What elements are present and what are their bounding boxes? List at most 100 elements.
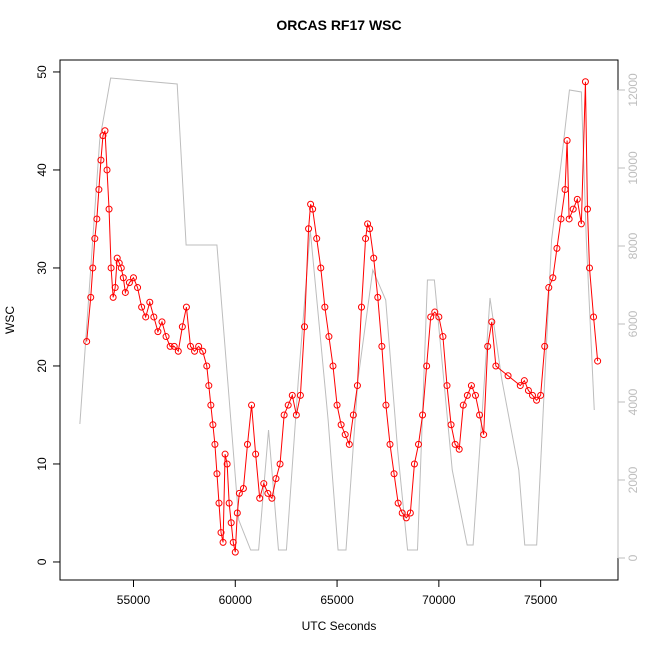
y2-tick-label: 12000 bbox=[626, 73, 640, 107]
data-point bbox=[256, 494, 264, 502]
data-point bbox=[467, 382, 475, 390]
data-point bbox=[484, 342, 492, 350]
data-point bbox=[182, 303, 190, 311]
y-tick-label: 0 bbox=[35, 558, 49, 565]
data-point bbox=[553, 244, 561, 252]
data-point bbox=[402, 514, 410, 522]
data-point bbox=[142, 313, 150, 321]
data-point bbox=[419, 411, 427, 419]
data-point bbox=[406, 509, 414, 517]
data-point bbox=[207, 401, 215, 409]
data-point bbox=[229, 538, 237, 546]
data-point bbox=[95, 186, 103, 194]
data-point bbox=[524, 386, 532, 394]
data-point bbox=[565, 215, 573, 223]
data-point bbox=[362, 235, 370, 243]
data-point bbox=[305, 225, 313, 233]
data-point bbox=[288, 391, 296, 399]
data-point bbox=[109, 293, 117, 301]
data-point bbox=[225, 499, 233, 507]
data-point bbox=[93, 215, 101, 223]
data-point bbox=[284, 401, 292, 409]
data-point bbox=[213, 470, 221, 478]
x-tick-label: 60000 bbox=[219, 593, 253, 607]
x-tick-label: 55000 bbox=[117, 593, 151, 607]
data-point bbox=[239, 484, 247, 492]
data-point bbox=[520, 377, 528, 385]
y-tick-label: 20 bbox=[35, 359, 49, 373]
data-point bbox=[443, 382, 451, 390]
data-point bbox=[583, 205, 591, 213]
data-point bbox=[209, 421, 217, 429]
series-line bbox=[86, 81, 599, 553]
data-point bbox=[203, 362, 211, 370]
data-point bbox=[569, 205, 577, 213]
data-point bbox=[561, 186, 569, 194]
data-point bbox=[345, 440, 353, 448]
data-point bbox=[107, 264, 115, 272]
data-point bbox=[217, 529, 225, 537]
data-point bbox=[215, 499, 223, 507]
x-tick-label: 65000 bbox=[320, 593, 354, 607]
data-point bbox=[366, 225, 374, 233]
y-axis-label: WSC bbox=[3, 306, 17, 334]
y-tick-label: 40 bbox=[35, 163, 49, 177]
data-point bbox=[87, 293, 95, 301]
data-point bbox=[353, 382, 361, 390]
data-point bbox=[590, 313, 598, 321]
data-point bbox=[119, 274, 127, 282]
data-point bbox=[390, 470, 398, 478]
data-point bbox=[545, 284, 553, 292]
data-point bbox=[248, 401, 256, 409]
y2-tick-label: 4000 bbox=[626, 388, 640, 415]
data-point bbox=[264, 489, 272, 497]
data-point bbox=[374, 293, 382, 301]
data-point bbox=[231, 548, 239, 556]
data-point bbox=[337, 421, 345, 429]
data-point bbox=[300, 323, 308, 331]
data-point bbox=[573, 195, 581, 203]
data-point bbox=[233, 509, 241, 517]
data-point bbox=[296, 391, 304, 399]
data-point bbox=[138, 303, 146, 311]
data-point bbox=[121, 288, 129, 296]
data-point bbox=[170, 342, 178, 350]
data-point bbox=[563, 137, 571, 145]
data-point bbox=[268, 494, 276, 502]
data-point bbox=[516, 382, 524, 390]
data-point bbox=[134, 284, 142, 292]
data-point bbox=[162, 333, 170, 341]
data-point bbox=[321, 303, 329, 311]
data-point bbox=[423, 362, 431, 370]
data-point bbox=[199, 347, 207, 355]
data-point bbox=[227, 519, 235, 527]
data-point bbox=[341, 431, 349, 439]
data-point bbox=[325, 333, 333, 341]
data-point bbox=[394, 499, 402, 507]
chart-title: ORCAS RF17 WSC bbox=[276, 17, 401, 33]
data-point bbox=[459, 401, 467, 409]
x-axis-label: UTC Seconds bbox=[302, 619, 377, 633]
data-point bbox=[427, 313, 435, 321]
data-point bbox=[178, 323, 186, 331]
data-point bbox=[414, 440, 422, 448]
data-point bbox=[205, 382, 213, 390]
data-point bbox=[528, 391, 536, 399]
data-point bbox=[537, 391, 545, 399]
data-point bbox=[386, 440, 394, 448]
y2-tick-label: 2000 bbox=[626, 466, 640, 493]
y-tick-label: 10 bbox=[35, 457, 49, 471]
data-point bbox=[223, 460, 231, 468]
x-tick-label: 75000 bbox=[524, 593, 558, 607]
data-point bbox=[357, 303, 365, 311]
data-point bbox=[260, 480, 268, 488]
data-point bbox=[541, 342, 549, 350]
data-point bbox=[549, 274, 557, 282]
data-point bbox=[280, 411, 288, 419]
data-point bbox=[480, 431, 488, 439]
data-point bbox=[91, 235, 99, 243]
y2-tick-label: 8000 bbox=[626, 232, 640, 259]
data-point bbox=[174, 347, 182, 355]
data-point bbox=[252, 450, 260, 458]
